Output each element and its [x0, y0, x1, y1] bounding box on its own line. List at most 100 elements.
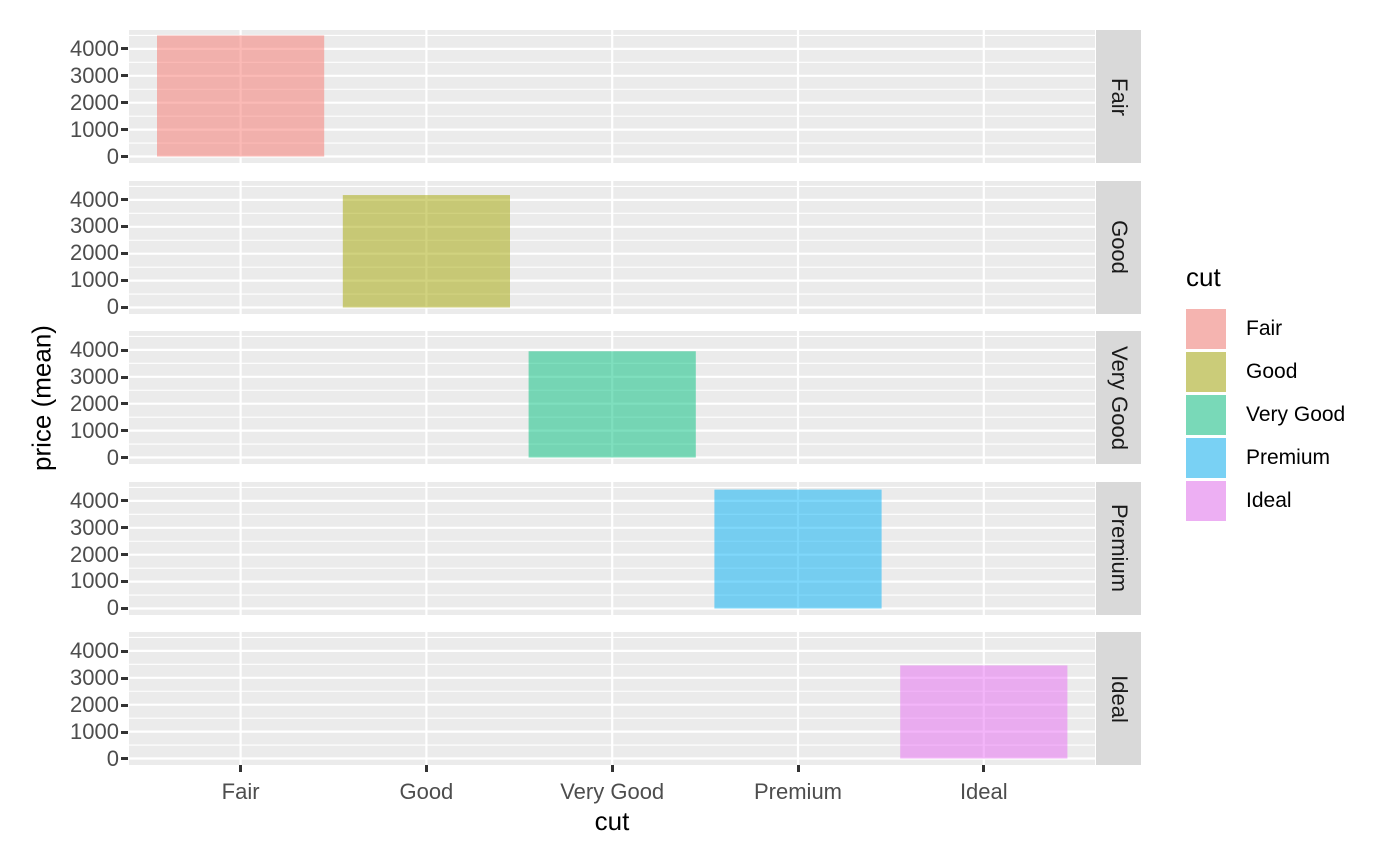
- x-tick-mark: [239, 765, 243, 772]
- y-tick-label: 0: [106, 143, 119, 169]
- facet-panel-ideal: [129, 632, 1095, 766]
- y-tick-mark: [121, 74, 128, 78]
- legend-item-fair: Fair: [1186, 309, 1400, 349]
- y-tick-mark: [121, 429, 128, 433]
- y-tick-mark: [121, 375, 128, 379]
- y-tick-label: 3000: [70, 514, 119, 540]
- legend-label-premium: Premium: [1246, 446, 1331, 469]
- legend-item-ideal: Ideal: [1186, 481, 1400, 521]
- y-tick-mark: [121, 224, 128, 228]
- x-tick-mark: [796, 765, 800, 772]
- y-tick-mark: [121, 730, 128, 734]
- bar-ideal: [900, 665, 1068, 759]
- y-tick-label: 3000: [70, 213, 119, 239]
- legend-key-ideal: [1186, 481, 1226, 521]
- y-tick-label: 4000: [70, 638, 119, 664]
- y-tick-label: 0: [106, 745, 119, 771]
- y-tick-label: 0: [106, 294, 119, 320]
- legend-key-premium: [1186, 438, 1226, 478]
- y-tick-mark: [121, 649, 128, 653]
- y-tick-label: 0: [106, 444, 119, 470]
- y-tick-label: 2000: [70, 541, 119, 567]
- y-tick-mark: [121, 278, 128, 282]
- y-tick-mark: [121, 101, 128, 105]
- y-tick-label: 2000: [70, 692, 119, 718]
- y-tick-mark: [121, 198, 128, 201]
- facet-panel-very-good: [129, 331, 1095, 465]
- legend: cut Fair Good Very Good Premium Ideal: [1186, 262, 1400, 524]
- legend-label-fair: Fair: [1246, 317, 1283, 340]
- y-tick-label: 1000: [70, 267, 119, 293]
- facet-strip-premium: Premium: [1096, 481, 1141, 615]
- legend-title: cut: [1186, 262, 1221, 292]
- facet-strip-very-good: Very Good: [1096, 331, 1141, 465]
- facet-strip-label: Ideal: [1106, 675, 1132, 723]
- y-tick-mark: [121, 579, 128, 583]
- bar-premium: [714, 489, 882, 609]
- y-tick-mark: [121, 526, 128, 530]
- y-tick-mark: [121, 128, 128, 132]
- legend-label-very-good: Very Good: [1246, 403, 1346, 426]
- facet-strip-label: Fair: [1106, 77, 1132, 116]
- y-tick-mark: [121, 348, 128, 352]
- legend-key-very-good: [1186, 395, 1226, 435]
- y-tick-label: 4000: [70, 337, 119, 363]
- x-tick-label-fair: Fair: [221, 779, 260, 804]
- y-tick-mark: [121, 155, 128, 158]
- y-tick-label: 4000: [70, 186, 119, 212]
- legend-key-fair: [1186, 309, 1226, 349]
- legend-key-good: [1186, 352, 1226, 392]
- y-tick-label: 2000: [70, 390, 119, 416]
- bar-good: [342, 194, 510, 308]
- y-tick-mark: [121, 251, 128, 255]
- bar-very-good: [528, 351, 696, 458]
- legend-item-very-good: Very Good: [1186, 395, 1400, 435]
- x-tick-label-premium: Premium: [753, 779, 843, 804]
- y-tick-label: 3000: [70, 364, 119, 389]
- facet-panel-good: [129, 180, 1095, 314]
- facet-strip-good: Good: [1096, 180, 1141, 314]
- y-tick-mark: [121, 402, 128, 406]
- y-tick-label: 2000: [70, 89, 119, 115]
- facet-strip-label: Good: [1106, 220, 1132, 275]
- legend-label-good: Good: [1246, 360, 1298, 383]
- legend-item-premium: Premium: [1186, 438, 1400, 478]
- y-tick-label: 4000: [70, 487, 119, 513]
- y-tick-mark: [121, 606, 128, 610]
- legend-item-good: Good: [1186, 352, 1400, 392]
- y-tick-label: 1000: [70, 116, 119, 142]
- y-tick-mark: [121, 703, 128, 707]
- y-tick-mark: [121, 757, 128, 761]
- x-tick-label-ideal: Ideal: [959, 779, 1008, 804]
- legend-items: Fair Good Very Good Premium Ideal: [1186, 309, 1400, 521]
- legend-label-ideal: Ideal: [1246, 489, 1292, 512]
- y-tick-mark: [121, 676, 128, 680]
- facet-strip-fair: Fair: [1096, 30, 1141, 163]
- x-axis-title: cut: [594, 806, 630, 836]
- y-tick-label: 1000: [70, 719, 119, 744]
- y-tick-mark: [121, 553, 128, 556]
- x-tick-label-very-good: Very Good: [560, 779, 665, 804]
- x-tick-mark: [610, 765, 614, 772]
- x-tick-label-good: Good: [399, 779, 454, 804]
- bar-fair: [157, 35, 325, 157]
- x-tick-mark: [424, 765, 428, 772]
- facet-panel-premium: [129, 481, 1095, 615]
- y-tick-mark: [121, 47, 128, 51]
- y-tick-mark: [121, 499, 128, 503]
- facet-strip-ideal: Ideal: [1096, 632, 1141, 766]
- facet-panel-fair: [129, 30, 1095, 163]
- y-tick-mark: [121, 456, 128, 460]
- y-tick-label: 2000: [70, 240, 119, 266]
- y-tick-label: 4000: [70, 35, 119, 61]
- y-tick-label: 3000: [70, 62, 119, 88]
- facet-strip-label: Very Good: [1106, 345, 1132, 450]
- y-tick-label: 1000: [70, 568, 119, 594]
- facet-strip-label: Premium: [1106, 504, 1132, 593]
- y-tick-label: 1000: [70, 417, 119, 443]
- x-tick-mark: [982, 765, 986, 772]
- y-tick-label: 3000: [70, 665, 119, 691]
- y-tick-mark: [121, 305, 128, 309]
- y-tick-label: 0: [106, 595, 119, 621]
